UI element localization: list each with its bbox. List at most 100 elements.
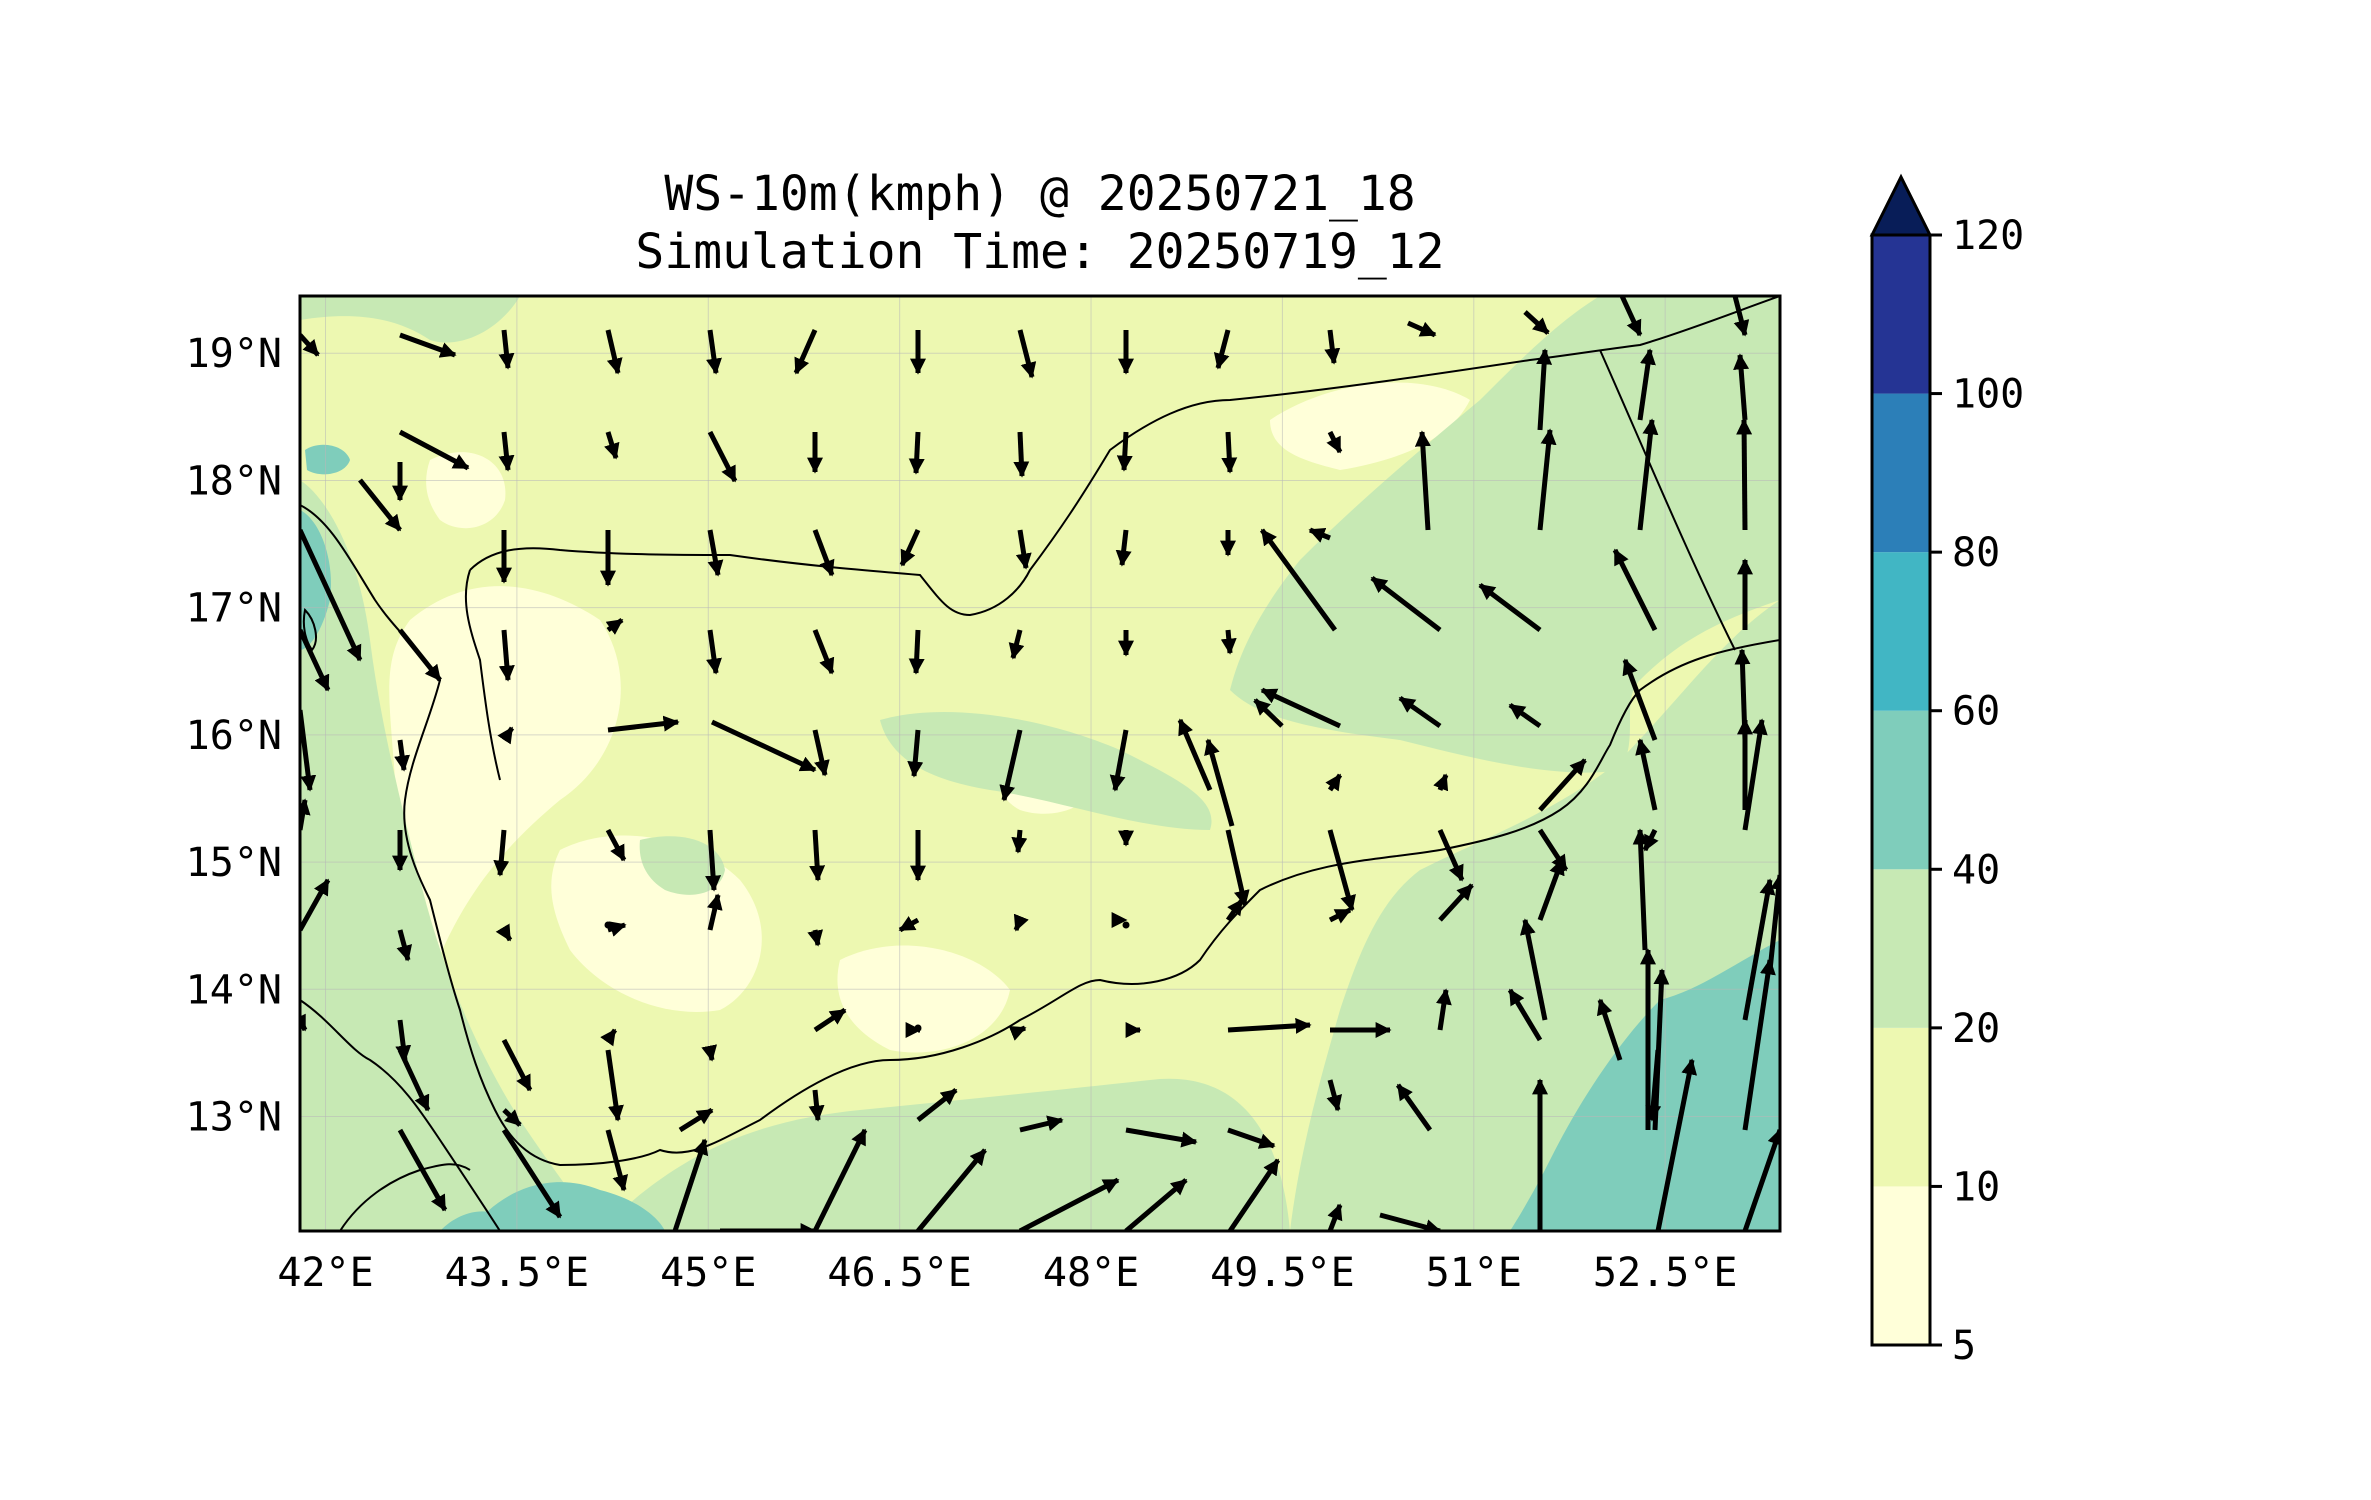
wind-vector-arrow [495,923,513,942]
contour-high-sw-corner [440,1211,505,1231]
wind-vector-arrow [1324,329,1341,365]
city-marker-central [1015,922,1021,928]
contour-mid-inland-patch [639,836,725,895]
wind-vector-arrow [1115,529,1132,567]
wind-vector-arrow [399,332,457,358]
wind-vector-arrow [394,739,411,772]
wind-vector-arrow [300,628,331,692]
wind-vector-arrow [398,429,470,471]
wind-vector-arrow [1220,629,1237,655]
border-yemen-saudi [469,296,1780,617]
wind-vector-arrow [899,528,921,567]
wind-vector-arrow [1225,898,1245,922]
wind-vector-arrow [1736,418,1753,531]
wind-vector-arrow [300,878,331,932]
lon-tick-label: 48°E [1043,1250,1139,1296]
wind-vector-arrow [1013,431,1030,478]
wind-vector-arrow [807,929,824,947]
wind-vector-arrow [607,921,627,937]
lon-tick-labels: 42°E 43.5°E 45°E 46.5°E 48°E 49.5°E 51°E 52.5°E [277,1250,1737,1296]
wind-vector-arrow [1227,1158,1281,1231]
wind-vector-arrow [358,478,402,532]
wind-vector-arrow [1124,1178,1188,1231]
wind-vector-arrow [1635,738,1658,811]
colorbar-extend-arrow [1869,173,1933,237]
coastline-horn-africa [339,1163,471,1231]
map-frame [298,294,1782,1233]
wind-vector-arrow [1328,907,1352,924]
wind-vector-arrow [1433,773,1449,792]
wind-vector-arrow [1177,718,1213,791]
map-title-line2: Simulation Time: 20250719_12 [635,224,1444,280]
colorbar-segment [1872,710,1930,870]
wind-vector-arrow [678,1107,714,1133]
lon-tick-label: 43.5°E [445,1250,590,1296]
wind-vector-arrow [1612,548,1658,632]
wind-vector-arrow [493,829,510,877]
colorbar-frame [1870,233,1932,1347]
lon-tick-label: 46.5°E [827,1250,972,1296]
wind-vector-arrow [1732,296,1750,337]
wind-vector-arrow [1637,418,1659,531]
wind-vector-arrow [793,328,818,375]
wind-vector-arrow [1327,1203,1343,1231]
border-yemen-saudi-west [464,569,501,781]
colorbar-tick-label: 5 [1952,1323,1976,1369]
wind-vector-arrow [706,629,722,675]
wind-vector-arrow [813,1007,847,1033]
lon-tick-label: 45°E [660,1250,756,1296]
wind-vector-arrow [300,709,317,792]
contour-high-gulf-aden [470,1182,665,1231]
wind-vector-arrow [1508,702,1542,729]
contour-high-red-sea-spot [305,444,350,475]
wind-vector-arrow [1370,576,1442,632]
wind-vector-arrow [397,1128,448,1212]
wind-vector-arrow [1742,1128,1780,1231]
colorbar-tick-label: 80 [1952,530,2000,576]
wind-vector-arrow [1507,988,1543,1042]
wind-vector-arrow [300,528,363,662]
wind-vector-arrow [1109,729,1129,792]
wind-vector-arrow [498,431,515,472]
coastline-eritrea [300,999,501,1231]
city-markers [604,921,1130,1032]
wind-vector-arrow [498,629,515,682]
contour-mid-central-band [880,711,1212,830]
wind-vector-arrow [607,715,680,733]
wind-vector-arrow [1204,738,1235,827]
wind-vector-arrow [397,1048,431,1112]
wind-vector-arrow [1008,1025,1027,1041]
wind-vector-arrow [1015,529,1032,570]
wind-vector-arrow [1018,1177,1120,1231]
map-panel: 42°E 43.5°E 45°E 46.5°E 48°E 49.5°E 51°E 52.5°E… [186,294,1782,1296]
wind-vector-arrow [1437,828,1465,882]
lat-tick-label: 17°N [186,586,282,632]
wind-vector-arrow [1259,528,1338,632]
wind-vector-arrow [1637,348,1656,421]
coastline-red-sea-yemen [300,504,1780,1167]
lat-tick-label: 15°N [186,840,282,886]
gridlines [300,296,1780,1231]
wind-vector-arrow [898,916,920,933]
wind-vector-arrow [812,629,835,675]
contour-mid-west-coast [300,480,600,1231]
wind-vector-arrow [908,431,925,475]
wind-vector-arrow [1326,1079,1343,1112]
colorbar-segment [1872,235,1930,394]
wind-vector-arrow [701,1044,718,1062]
wind-vector-arrow [706,329,722,375]
wind-vector-arrow [1523,310,1550,335]
wind-vector-arrow [1225,829,1250,907]
lat-tick-label: 18°N [186,458,282,504]
wind-vector-arrow [1536,348,1553,431]
wind-vector-arrow [707,430,738,483]
wind-vector-arrow [1221,431,1238,474]
wind-vector-arrow [1537,428,1557,531]
contour-mid-north-band [300,296,520,343]
wind-vector-arrow [300,333,320,357]
wind-vector-arrow [1406,320,1437,338]
wind-vector-arrow [396,929,413,962]
wind-vector-arrow [605,1049,624,1122]
wind-vector-arrow [672,1138,709,1231]
colorbar: 5 10 20 40 60 80 100 120 [1869,173,2024,1369]
